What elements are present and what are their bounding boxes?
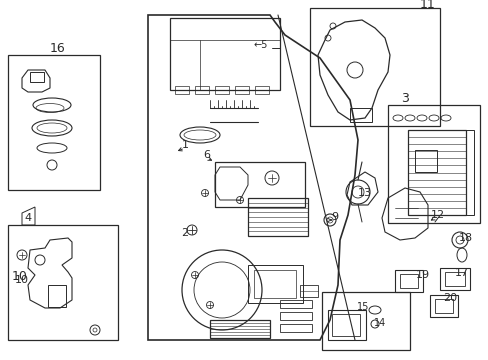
Bar bbox=[331, 314, 359, 336]
Text: ←5: ←5 bbox=[253, 40, 267, 50]
Text: 13: 13 bbox=[357, 188, 371, 198]
Bar bbox=[434, 299, 452, 313]
Bar bbox=[465, 130, 473, 215]
Bar bbox=[280, 312, 311, 320]
Text: 14: 14 bbox=[373, 318, 386, 328]
Bar bbox=[175, 86, 189, 94]
Bar bbox=[215, 86, 228, 94]
Bar bbox=[253, 270, 295, 298]
Text: 4: 4 bbox=[24, 213, 32, 223]
Text: 1: 1 bbox=[181, 140, 188, 150]
Bar bbox=[195, 86, 208, 94]
Bar bbox=[280, 324, 311, 332]
Text: 11: 11 bbox=[419, 0, 435, 12]
Bar bbox=[215, 162, 305, 207]
Bar bbox=[8, 55, 100, 190]
Bar bbox=[394, 270, 422, 292]
Bar bbox=[170, 18, 280, 90]
Bar bbox=[299, 285, 317, 297]
Bar bbox=[247, 198, 307, 236]
Text: 3: 3 bbox=[400, 91, 408, 104]
Bar bbox=[247, 265, 303, 303]
Text: 16: 16 bbox=[50, 41, 66, 54]
Text: 18: 18 bbox=[458, 233, 472, 243]
Text: 10: 10 bbox=[15, 275, 29, 285]
Text: 12: 12 bbox=[430, 210, 444, 220]
Text: 9: 9 bbox=[331, 212, 338, 222]
Bar bbox=[48, 285, 66, 307]
Bar bbox=[209, 320, 269, 338]
Bar bbox=[309, 8, 439, 126]
Text: 10: 10 bbox=[12, 270, 28, 284]
Bar bbox=[407, 130, 465, 215]
Bar bbox=[399, 274, 417, 288]
Bar bbox=[429, 295, 457, 317]
Bar bbox=[439, 268, 469, 290]
Text: 15: 15 bbox=[356, 302, 368, 312]
Bar bbox=[30, 72, 44, 82]
Text: 17: 17 bbox=[454, 268, 468, 278]
Bar bbox=[414, 150, 436, 172]
Bar bbox=[8, 225, 118, 340]
Bar bbox=[254, 86, 268, 94]
Bar bbox=[387, 105, 479, 223]
Text: 6: 6 bbox=[203, 150, 210, 160]
Bar bbox=[349, 108, 371, 122]
Text: 19: 19 bbox=[415, 270, 429, 280]
Text: 20: 20 bbox=[442, 293, 456, 303]
Bar bbox=[321, 292, 409, 350]
Text: 2: 2 bbox=[181, 228, 188, 238]
Bar bbox=[280, 300, 311, 308]
Bar bbox=[235, 86, 248, 94]
Bar bbox=[444, 272, 464, 286]
Bar bbox=[327, 310, 365, 340]
